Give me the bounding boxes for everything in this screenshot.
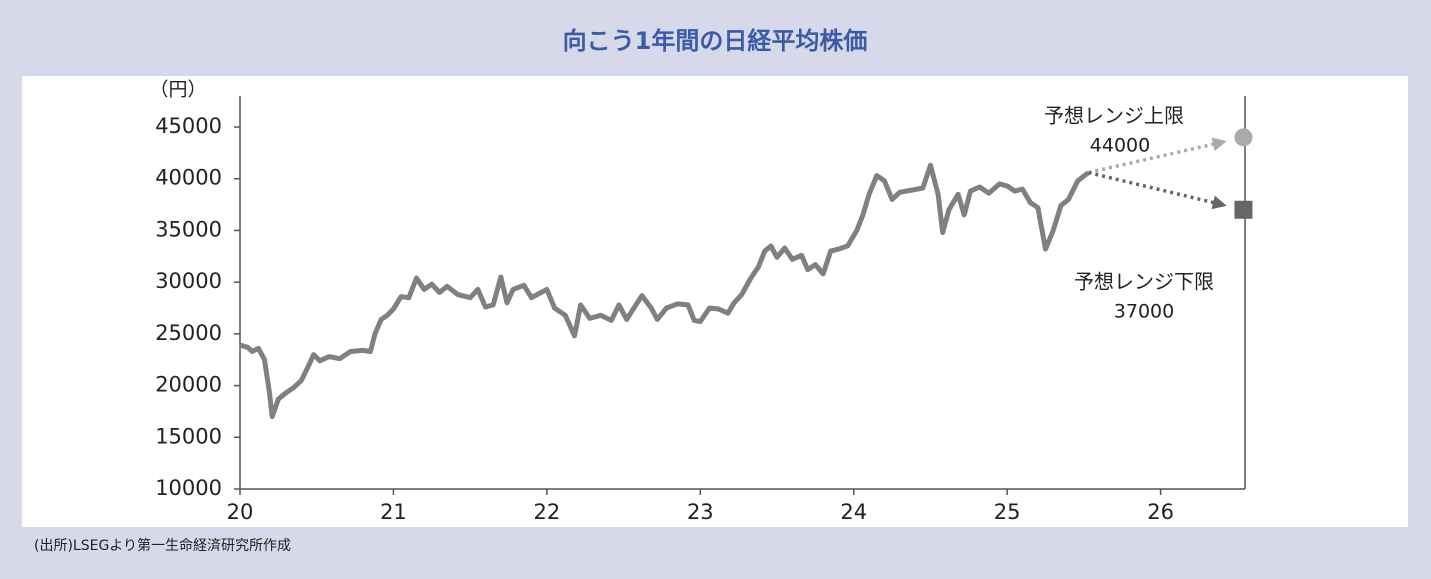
y-tick-label: 30000 bbox=[155, 269, 222, 293]
y-tick-label: 20000 bbox=[155, 373, 222, 397]
projection-arrow bbox=[1088, 170, 1227, 210]
y-tick-label: 35000 bbox=[155, 217, 222, 241]
source-note: (出所)LSEGより第一生命経済研究所作成 bbox=[34, 537, 291, 554]
y-axis-label: （円） bbox=[149, 79, 206, 101]
x-tick-label: 24 bbox=[840, 500, 867, 524]
x-tick-label: 23 bbox=[687, 500, 714, 524]
chart-title: 向こう1年間の日経平均株価 bbox=[563, 27, 868, 55]
data-line bbox=[239, 162, 1091, 420]
range-label: 予想レンジ下限 bbox=[1074, 270, 1214, 294]
x-tick-label: 20 bbox=[227, 500, 254, 524]
projection-arrow bbox=[1088, 137, 1227, 175]
range-value: 44000 bbox=[1090, 135, 1150, 157]
y-tick-label: 10000 bbox=[155, 476, 222, 500]
range-value: 37000 bbox=[1114, 301, 1174, 323]
x-tick-label: 21 bbox=[380, 500, 407, 524]
y-tick-label: 40000 bbox=[155, 166, 222, 190]
range-label: 予想レンジ上限 bbox=[1044, 104, 1184, 128]
plot-panel bbox=[22, 76, 1408, 527]
x-tick-label: 22 bbox=[534, 500, 561, 524]
y-tick-label: 45000 bbox=[155, 114, 222, 138]
x-tick-label: 25 bbox=[994, 500, 1021, 524]
x-tick-label: 26 bbox=[1147, 500, 1174, 524]
projection-marker bbox=[1234, 128, 1253, 147]
projection-marker bbox=[1234, 200, 1253, 219]
y-tick-label: 25000 bbox=[155, 321, 222, 345]
y-tick-label: 15000 bbox=[155, 424, 222, 448]
